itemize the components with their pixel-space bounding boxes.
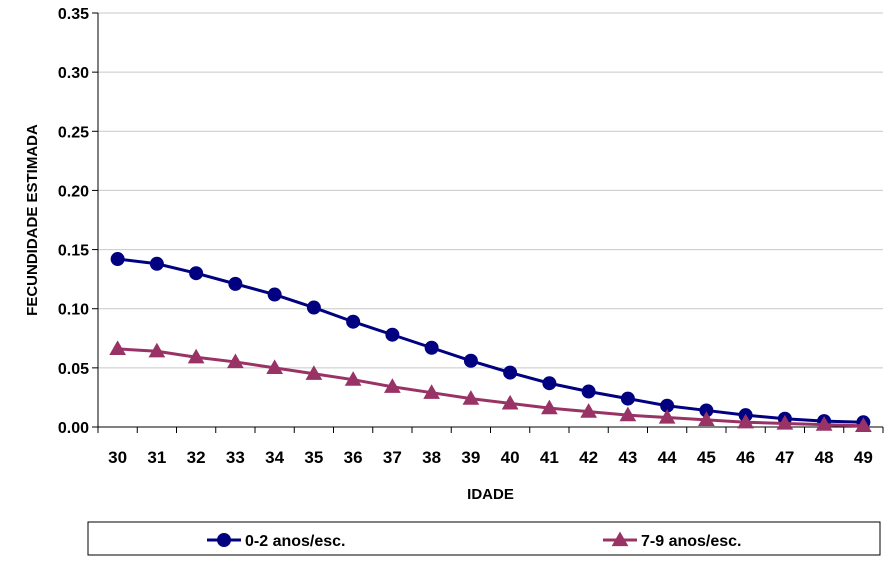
series-2 bbox=[109, 340, 872, 432]
series-1 bbox=[110, 252, 871, 430]
x-tick-label: 37 bbox=[383, 448, 402, 467]
x-tick-label: 46 bbox=[736, 448, 755, 467]
x-tick-label: 44 bbox=[658, 448, 677, 467]
data-point bbox=[698, 411, 715, 427]
y-axis-title: FECUNDIDADE ESTIMADA bbox=[24, 124, 41, 316]
series-line bbox=[117, 347, 864, 428]
data-point bbox=[580, 403, 597, 418]
legend-entry: 7-9 anos/esc. bbox=[603, 531, 742, 550]
x-tick-label: 47 bbox=[775, 448, 794, 467]
data-point bbox=[189, 266, 204, 281]
legend-entry: 0-2 anos/esc. bbox=[207, 533, 346, 550]
data-point bbox=[148, 342, 166, 358]
y-tick-label: 0.10 bbox=[58, 302, 89, 319]
data-point bbox=[110, 252, 125, 267]
x-axis-title: IDADE bbox=[467, 486, 514, 503]
series-layer bbox=[109, 252, 872, 432]
y-tick-label: 0.25 bbox=[58, 124, 89, 141]
data-point bbox=[581, 384, 596, 399]
data-point bbox=[228, 276, 243, 291]
x-tick-label: 41 bbox=[540, 448, 559, 467]
x-tick-label: 33 bbox=[226, 448, 245, 467]
y-tick-label: 0.15 bbox=[58, 243, 89, 260]
data-point bbox=[776, 414, 794, 430]
data-point bbox=[658, 409, 676, 424]
data-point bbox=[541, 399, 558, 415]
x-tick-label: 36 bbox=[344, 448, 363, 467]
data-point bbox=[109, 340, 126, 356]
legend-label: 0-2 anos/esc. bbox=[245, 533, 346, 550]
y-tick-label: 0.20 bbox=[58, 183, 89, 200]
x-tick-label: 42 bbox=[579, 448, 598, 467]
data-point bbox=[542, 376, 557, 391]
data-point bbox=[267, 287, 282, 302]
legend-box bbox=[87, 521, 881, 556]
data-point bbox=[149, 256, 164, 271]
data-point bbox=[503, 365, 518, 380]
data-point bbox=[463, 353, 478, 368]
x-tick-label: 40 bbox=[501, 448, 520, 467]
data-point bbox=[305, 365, 323, 380]
data-point bbox=[737, 413, 754, 429]
data-point bbox=[855, 417, 872, 432]
y-tick-label: 0.00 bbox=[58, 420, 89, 437]
x-tick-label: 43 bbox=[618, 448, 637, 467]
legend-label: 7-9 anos/esc. bbox=[641, 533, 742, 550]
y-tick-label: 0.05 bbox=[58, 361, 89, 378]
x-tick-label: 45 bbox=[697, 448, 716, 467]
data-point bbox=[815, 416, 833, 431]
y-tick-label: 0.30 bbox=[58, 65, 89, 82]
data-point bbox=[424, 340, 439, 355]
data-point bbox=[266, 359, 283, 374]
data-point bbox=[462, 390, 480, 405]
data-point bbox=[306, 300, 321, 315]
gridlines bbox=[98, 12, 883, 369]
x-tick-label: 38 bbox=[422, 448, 441, 467]
x-tick-label: 48 bbox=[815, 448, 834, 467]
x-tick-label: 49 bbox=[854, 448, 873, 467]
data-point bbox=[385, 327, 400, 342]
legend-marker bbox=[217, 533, 231, 547]
x-tick-label: 31 bbox=[147, 448, 166, 467]
data-point bbox=[619, 406, 637, 422]
data-point bbox=[501, 394, 519, 410]
legend: 0-2 anos/esc. 7-9 anos/esc. bbox=[87, 521, 881, 556]
data-point bbox=[187, 348, 205, 364]
axes bbox=[92, 12, 884, 433]
data-point bbox=[227, 353, 244, 369]
x-tick-label: 35 bbox=[304, 448, 323, 467]
x-tick-label: 30 bbox=[108, 448, 127, 467]
data-point bbox=[344, 371, 362, 386]
data-point bbox=[620, 391, 635, 406]
x-tick-label: 32 bbox=[187, 448, 206, 467]
data-point bbox=[346, 314, 361, 329]
x-tick-label: 39 bbox=[461, 448, 480, 467]
tick-labels: 0.00 0.05 0.10 0.15 0.20 0.25 0.30 0.35 30 31 32 33… bbox=[58, 6, 873, 467]
y-tick-label: 0.35 bbox=[58, 6, 89, 23]
x-tick-label: 34 bbox=[265, 448, 284, 467]
data-point bbox=[423, 384, 440, 399]
data-point bbox=[384, 378, 401, 393]
legend-marker bbox=[611, 531, 629, 547]
legend-items: 0-2 anos/esc. 7-9 anos/esc. bbox=[207, 531, 742, 550]
